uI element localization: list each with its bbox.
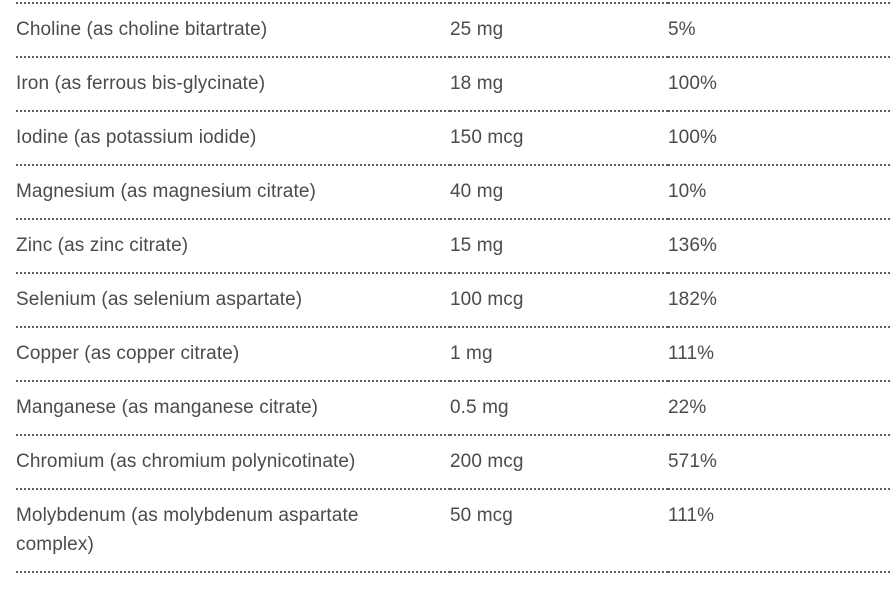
cell-daily-value: 111% — [668, 327, 890, 382]
cell-nutrient: Zinc (as zinc citrate) — [16, 219, 450, 274]
cell-nutrient: Iodine (as potassium iodide) — [16, 111, 450, 166]
cell-amount: 0.5 mg — [450, 381, 668, 436]
cell-amount: 100 mcg — [450, 273, 668, 328]
cell-nutrient: Copper (as copper citrate) — [16, 327, 450, 382]
cell-daily-value: 100% — [668, 111, 890, 166]
cell-daily-value: 22% — [668, 381, 890, 436]
cell-amount: 200 mcg — [450, 435, 668, 490]
table-row: Copper (as copper citrate) 1 mg 111% — [16, 327, 890, 382]
cell-nutrient: Selenium (as selenium aspartate) — [16, 273, 450, 328]
cell-nutrient: Magnesium (as magnesium citrate) — [16, 165, 450, 220]
table-row: Choline (as choline bitartrate) 25 mg 5% — [16, 3, 890, 58]
table-row: Zinc (as zinc citrate) 15 mg 136% — [16, 219, 890, 274]
cell-daily-value: 571% — [668, 435, 890, 490]
table-row: Manganese (as manganese citrate) 0.5 mg 22… — [16, 381, 890, 436]
cell-amount: 40 mg — [450, 165, 668, 220]
cell-amount: 25 mg — [450, 3, 668, 58]
cell-nutrient: Chromium (as chromium polynicotinate) — [16, 435, 450, 490]
cell-nutrient: Manganese (as manganese citrate) — [16, 381, 450, 436]
cell-daily-value: 136% — [668, 219, 890, 274]
cell-nutrient: Choline (as choline bitartrate) — [16, 3, 450, 58]
cell-amount: 15 mg — [450, 219, 668, 274]
table-row: Selenium (as selenium aspartate) 100 mcg 1… — [16, 273, 890, 328]
cell-amount: 18 mg — [450, 57, 668, 112]
table-row: Iron (as ferrous bis-glycinate) 18 mg 100% — [16, 57, 890, 112]
cell-daily-value: 100% — [668, 57, 890, 112]
cell-daily-value: 111% — [668, 489, 890, 573]
table-row: Magnesium (as magnesium citrate) 40 mg 10% — [16, 165, 890, 220]
table-row: Chromium (as chromium polynicotinate) 200… — [16, 435, 890, 490]
cell-amount: 1 mg — [450, 327, 668, 382]
cell-amount: 150 mcg — [450, 111, 668, 166]
cell-daily-value: 5% — [668, 3, 890, 58]
supplement-facts-section: Choline (as choline bitartrate) 25 mg 5% Ir… — [16, 2, 890, 573]
cell-nutrient: Molybdenum (as molybdenum aspartate comp… — [16, 489, 450, 573]
cell-amount: 50 mcg — [450, 489, 668, 573]
cell-daily-value: 10% — [668, 165, 890, 220]
cell-nutrient: Iron (as ferrous bis-glycinate) — [16, 57, 450, 112]
cell-daily-value: 182% — [668, 273, 890, 328]
table-row: Iodine (as potassium iodide) 150 mcg 100% — [16, 111, 890, 166]
supplement-facts-table: Choline (as choline bitartrate) 25 mg 5% Ir… — [16, 2, 890, 573]
table-row: Molybdenum (as molybdenum aspartate comp… — [16, 489, 890, 573]
